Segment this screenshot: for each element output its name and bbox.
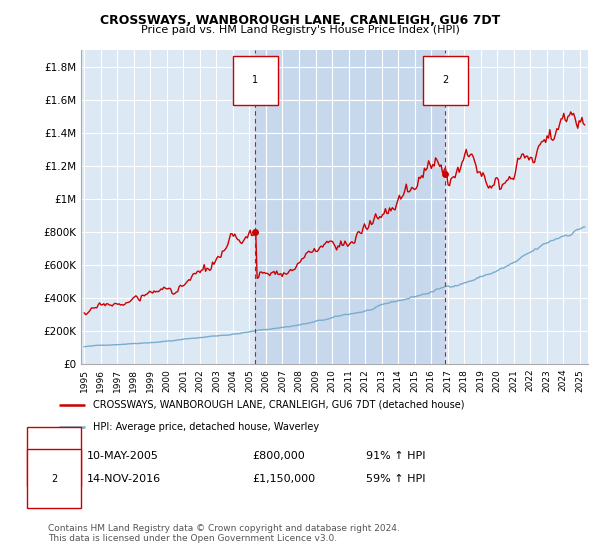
Text: 14-NOV-2016: 14-NOV-2016 xyxy=(87,474,161,484)
Text: CROSSWAYS, WANBOROUGH LANE, CRANLEIGH, GU6 7DT (detached house): CROSSWAYS, WANBOROUGH LANE, CRANLEIGH, G… xyxy=(94,400,465,410)
Text: £800,000: £800,000 xyxy=(252,451,305,461)
Text: HPI: Average price, detached house, Waverley: HPI: Average price, detached house, Wave… xyxy=(94,422,320,432)
Text: Contains HM Land Registry data © Crown copyright and database right 2024.
This d: Contains HM Land Registry data © Crown c… xyxy=(48,524,400,543)
Text: 10-MAY-2005: 10-MAY-2005 xyxy=(87,451,159,461)
Text: £1,150,000: £1,150,000 xyxy=(252,474,315,484)
Text: 1: 1 xyxy=(253,75,259,85)
Text: Price paid vs. HM Land Registry's House Price Index (HPI): Price paid vs. HM Land Registry's House … xyxy=(140,25,460,35)
Text: 2: 2 xyxy=(51,474,57,484)
Text: 59% ↑ HPI: 59% ↑ HPI xyxy=(366,474,425,484)
Bar xyxy=(256,50,445,364)
Text: 2: 2 xyxy=(442,75,449,85)
Text: CROSSWAYS, WANBOROUGH LANE, CRANLEIGH, GU6 7DT: CROSSWAYS, WANBOROUGH LANE, CRANLEIGH, G… xyxy=(100,14,500,27)
Text: 1: 1 xyxy=(51,451,57,461)
Text: 91% ↑ HPI: 91% ↑ HPI xyxy=(366,451,425,461)
